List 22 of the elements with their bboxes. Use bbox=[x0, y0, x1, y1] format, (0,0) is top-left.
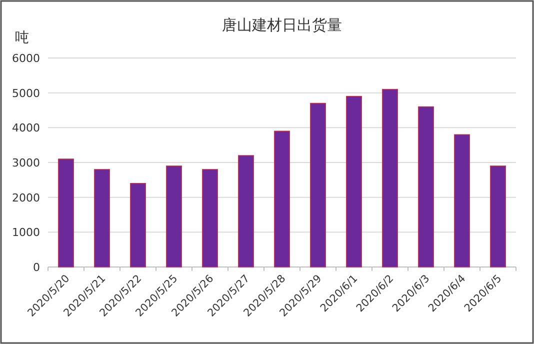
bar bbox=[130, 183, 146, 268]
y-tick-label: 1000 bbox=[12, 226, 40, 240]
bar bbox=[58, 158, 74, 268]
y-axis-title: 吨 bbox=[15, 30, 29, 46]
bar bbox=[418, 106, 434, 268]
y-tick-label: 5000 bbox=[12, 86, 40, 100]
bar bbox=[166, 166, 182, 268]
bar bbox=[238, 155, 254, 268]
bar bbox=[274, 130, 290, 268]
bar bbox=[202, 169, 218, 268]
bar bbox=[346, 96, 362, 268]
y-tick-label: 2000 bbox=[12, 191, 40, 204]
bar bbox=[454, 134, 470, 268]
bar bbox=[310, 102, 326, 268]
bar bbox=[94, 169, 110, 268]
y-tick-label: 4000 bbox=[12, 122, 40, 135]
chart-title: 唐山建材日出货量 bbox=[222, 16, 342, 34]
bar bbox=[490, 166, 506, 268]
y-tick-label: 3000 bbox=[12, 156, 40, 170]
y-tick-label: 0 bbox=[33, 261, 40, 274]
y-tick-label: 6000 bbox=[12, 52, 40, 65]
bar bbox=[382, 88, 398, 268]
